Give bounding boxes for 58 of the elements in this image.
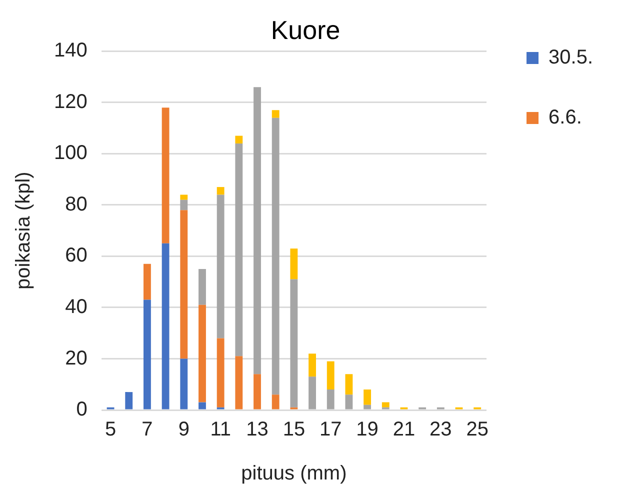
- bar: [235, 143, 243, 356]
- y-tick-label: 80: [65, 193, 88, 216]
- bar: [254, 87, 261, 374]
- bar: [180, 358, 188, 410]
- bar: [382, 402, 390, 408]
- x-tick-label: 15: [282, 418, 306, 441]
- x-tick-label: 17: [320, 418, 342, 441]
- bar: [216, 194, 224, 338]
- x-tick-label: 11: [210, 418, 231, 441]
- legend-label: 30.5.: [548, 46, 593, 69]
- y-tick-label: 40: [65, 296, 88, 318]
- bar: [345, 374, 353, 395]
- x-tick-label: 25: [466, 418, 488, 441]
- x-tick-label: 23: [430, 418, 452, 441]
- bar: [216, 338, 224, 408]
- bar: [345, 394, 353, 410]
- bar: [198, 304, 206, 402]
- y-tick-label: 0: [76, 398, 88, 421]
- bar: [326, 389, 334, 410]
- y-tick-label: 100: [54, 142, 88, 164]
- chart-title: Kuore: [270, 14, 340, 45]
- bar: [272, 110, 280, 118]
- y-tick-label: 60: [65, 244, 88, 267]
- bar: [308, 354, 316, 377]
- x-tick-label: 21: [392, 418, 416, 441]
- bar: [162, 243, 170, 410]
- bar: [272, 394, 280, 410]
- bar: [308, 376, 316, 410]
- bar: [180, 200, 188, 210]
- legend-label: 6.6.: [548, 106, 582, 129]
- bar: [290, 279, 298, 408]
- bar: [235, 136, 243, 144]
- bar: [254, 374, 261, 410]
- x-axis-title: pituus (mm): [241, 462, 347, 485]
- bar: [326, 361, 334, 390]
- bar: [144, 300, 151, 410]
- y-tick-label: 120: [54, 90, 88, 113]
- bar: [125, 392, 133, 410]
- y-tick-label: 20: [65, 347, 88, 370]
- bar: [198, 269, 206, 305]
- x-tick-label: 19: [356, 418, 378, 441]
- x-tick-label: 7: [142, 418, 153, 441]
- y-axis-title: poikasia (kpl): [12, 172, 35, 290]
- bar: [364, 389, 372, 405]
- x-tick-label: 13: [246, 418, 268, 441]
- bar: [235, 356, 243, 410]
- bar: [162, 108, 170, 244]
- bar: [144, 264, 151, 300]
- bar: [180, 194, 188, 200]
- x-tick-label: 9: [178, 418, 190, 441]
- bar: [272, 118, 280, 395]
- bar: [364, 404, 372, 410]
- bar: [290, 248, 298, 280]
- x-tick-label: 5: [104, 418, 116, 441]
- bar: [180, 210, 188, 359]
- bar: [216, 187, 224, 195]
- y-tick-label: 140: [54, 40, 88, 62]
- bar: [198, 402, 206, 410]
